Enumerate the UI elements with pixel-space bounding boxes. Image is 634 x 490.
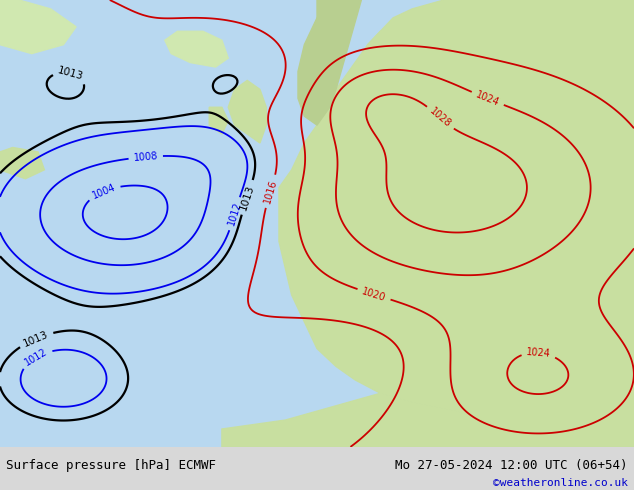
Text: ©weatheronline.co.uk: ©weatheronline.co.uk xyxy=(493,478,628,488)
Text: 1024: 1024 xyxy=(474,89,501,108)
Polygon shape xyxy=(279,0,634,447)
Text: 1013: 1013 xyxy=(238,183,256,211)
Polygon shape xyxy=(558,206,634,277)
Text: 1024: 1024 xyxy=(526,347,551,359)
Text: 1028: 1028 xyxy=(427,106,453,130)
Polygon shape xyxy=(298,0,361,125)
Polygon shape xyxy=(0,0,76,53)
Polygon shape xyxy=(361,31,412,89)
Polygon shape xyxy=(0,147,44,179)
Polygon shape xyxy=(425,0,634,76)
Text: 1008: 1008 xyxy=(133,151,158,163)
Text: 1013: 1013 xyxy=(22,329,50,348)
Text: 1020: 1020 xyxy=(361,286,387,303)
Text: 1013: 1013 xyxy=(56,65,85,81)
Polygon shape xyxy=(165,31,228,67)
Text: Surface pressure [hPa] ECMWF: Surface pressure [hPa] ECMWF xyxy=(6,459,216,472)
Polygon shape xyxy=(222,393,539,447)
Text: 1016: 1016 xyxy=(262,178,279,204)
Polygon shape xyxy=(317,0,349,36)
Text: 1012: 1012 xyxy=(23,346,49,368)
Text: 1012: 1012 xyxy=(226,200,243,227)
Text: 1004: 1004 xyxy=(91,182,117,200)
Polygon shape xyxy=(209,107,228,134)
Text: Mo 27-05-2024 12:00 UTC (06+54): Mo 27-05-2024 12:00 UTC (06+54) xyxy=(395,459,628,472)
Polygon shape xyxy=(228,80,266,143)
